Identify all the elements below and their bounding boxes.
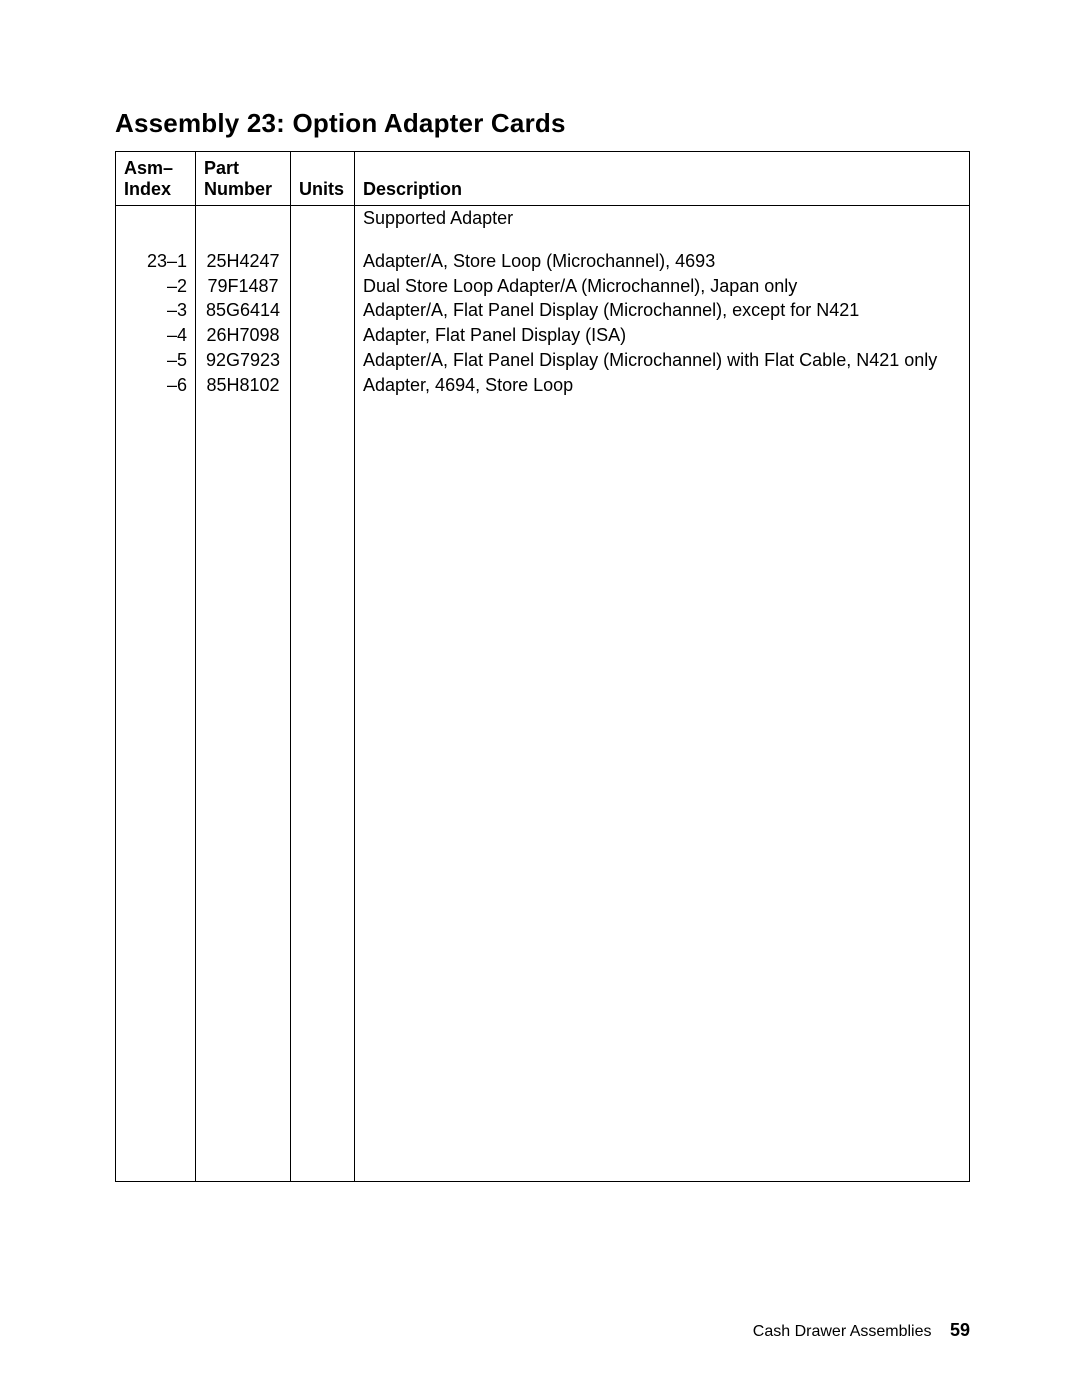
parts-table: Asm– Index Part Number Units Description bbox=[115, 151, 970, 1182]
cell-description: Adapter, Flat Panel Display (ISA) bbox=[355, 323, 970, 348]
cell-description: Adapter/A, Flat Panel Display (Microchan… bbox=[355, 298, 970, 323]
table-row: 23–1 25H4247 Adapter/A, Store Loop (Micr… bbox=[116, 249, 970, 274]
table-row bbox=[116, 397, 970, 1182]
table-row: Supported Adapter bbox=[116, 206, 970, 231]
table-header: Asm– Index Part Number Units Description bbox=[116, 152, 970, 206]
cell-asm-index: –3 bbox=[116, 298, 196, 323]
col-part-l1: Part bbox=[204, 158, 282, 179]
page: Assembly 23: Option Adapter Cards Asm– I… bbox=[0, 0, 1080, 1397]
table-row: –6 85H8102 Adapter, 4694, Store Loop bbox=[116, 373, 970, 398]
subhead: Supported Adapter bbox=[355, 206, 970, 231]
cell-units bbox=[291, 348, 355, 373]
cell-description: Adapter/A, Flat Panel Display (Microchan… bbox=[355, 348, 970, 373]
col-desc-label: Description bbox=[363, 179, 961, 200]
table-row: –3 85G6414 Adapter/A, Flat Panel Display… bbox=[116, 298, 970, 323]
table-row: –2 79F1487 Dual Store Loop Adapter/A (Mi… bbox=[116, 274, 970, 299]
cell-description: Dual Store Loop Adapter/A (Microchannel)… bbox=[355, 274, 970, 299]
cell-units bbox=[291, 274, 355, 299]
cell-asm-index: –2 bbox=[116, 274, 196, 299]
col-asm-index-l2: Index bbox=[124, 179, 187, 200]
footer-page-number: 59 bbox=[950, 1320, 970, 1340]
col-part-l2: Number bbox=[204, 179, 282, 200]
page-footer: Cash Drawer Assemblies 59 bbox=[753, 1320, 970, 1341]
cell-units bbox=[291, 298, 355, 323]
cell-units bbox=[291, 373, 355, 398]
col-units: Units bbox=[291, 152, 355, 206]
footer-label: Cash Drawer Assemblies bbox=[753, 1323, 932, 1340]
page-title: Assembly 23: Option Adapter Cards bbox=[115, 108, 970, 139]
cell-asm-index: –6 bbox=[116, 373, 196, 398]
cell-units bbox=[291, 249, 355, 274]
cell-description: Adapter/A, Store Loop (Microchannel), 46… bbox=[355, 249, 970, 274]
cell-part-number: 25H4247 bbox=[196, 249, 291, 274]
cell-asm-index: –5 bbox=[116, 348, 196, 373]
cell-part-number: 85H8102 bbox=[196, 373, 291, 398]
cell-part-number: 26H7098 bbox=[196, 323, 291, 348]
cell-description: Adapter, 4694, Store Loop bbox=[355, 373, 970, 398]
cell-part-number: 79F1487 bbox=[196, 274, 291, 299]
cell-part-number: 85G6414 bbox=[196, 298, 291, 323]
cell-asm-index: 23–1 bbox=[116, 249, 196, 274]
cell-asm-index: –4 bbox=[116, 323, 196, 348]
col-asm-index-l1: Asm– bbox=[124, 158, 187, 179]
table-row bbox=[116, 231, 970, 249]
table-row: –5 92G7923 Adapter/A, Flat Panel Display… bbox=[116, 348, 970, 373]
col-units-label: Units bbox=[299, 179, 346, 200]
cell-units bbox=[291, 323, 355, 348]
col-asm-index: Asm– Index bbox=[116, 152, 196, 206]
col-part-number: Part Number bbox=[196, 152, 291, 206]
col-description: Description bbox=[355, 152, 970, 206]
cell-part-number: 92G7923 bbox=[196, 348, 291, 373]
table-body: Supported Adapter 23–1 25H4247 Adapter/A… bbox=[116, 206, 970, 1182]
table-row: –4 26H7098 Adapter, Flat Panel Display (… bbox=[116, 323, 970, 348]
